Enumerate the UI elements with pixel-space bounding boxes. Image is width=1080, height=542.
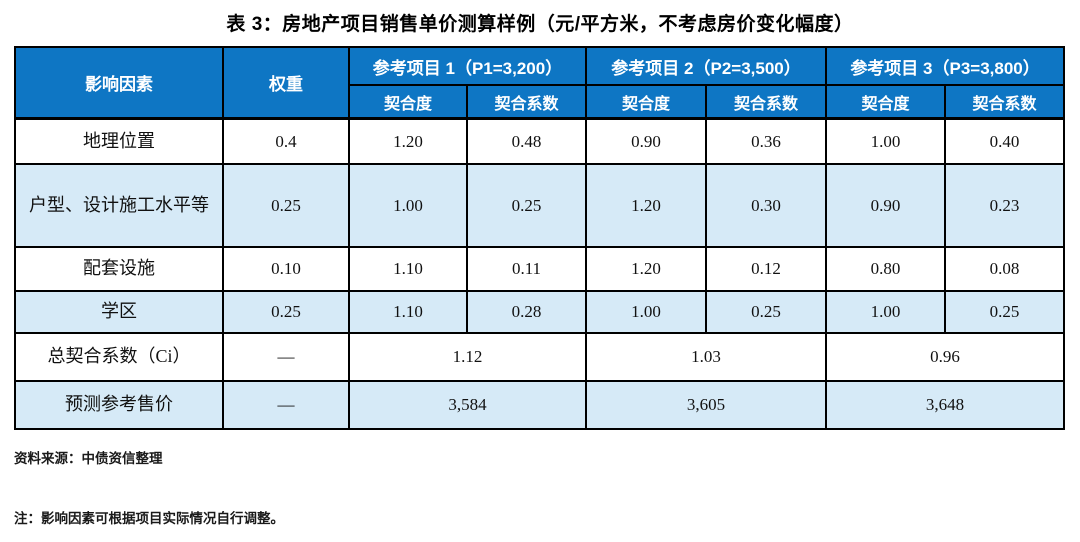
factor-cell: 学区 [14,290,224,334]
header-project-row: 影响因素 权重 参考项目 1（P1=3,200） 参考项目 2（P2=3,500… [14,46,1066,120]
value-cell: 1.20 [348,117,468,165]
header-p1-coef: 契合系数 [465,84,588,120]
value-cell: 1.20 [585,163,708,248]
value-cell: 0.48 [465,117,588,165]
row-total-coefficient: 总契合系数（Ci） — 1.12 1.03 0.96 [14,332,1066,382]
row-facilities: 配套设施 0.10 1.10 0.11 1.20 0.12 0.80 0.08 [14,246,1066,292]
value-cell: 1.00 [825,117,947,165]
weight-cell: 0.25 [222,163,350,248]
predicted-price-p2: 3,605 [585,380,828,430]
value-cell: 0.90 [825,163,947,248]
weight-cell: 0.25 [222,290,350,334]
value-cell: 0.08 [944,246,1066,292]
adjustment-note: 注：影响因素可根据项目实际情况自行调整。 [14,511,284,526]
value-cell: 0.80 [825,246,947,292]
value-cell: 1.00 [348,163,468,248]
header-p2-coef: 契合系数 [705,84,828,120]
table-title: 表 3：房地产项目销售单价测算样例（元/平方米，不考虑房价变化幅度） [226,14,854,35]
value-cell: 0.25 [705,290,828,334]
weight-cell: — [222,380,350,430]
value-cell: 1.00 [585,290,708,334]
total-coefficient-p3: 0.96 [825,332,1066,382]
factor-cell: 预测参考售价 [14,380,224,430]
total-coefficient-p2: 1.03 [585,332,828,382]
value-cell: 1.10 [348,290,468,334]
row-location: 地理位置 0.4 1.20 0.48 0.90 0.36 1.00 0.40 [14,117,1066,165]
value-cell: 0.25 [944,290,1066,334]
predicted-price-p3: 3,648 [825,380,1066,430]
factor-cell: 户型、设计施工水平等 [14,163,224,248]
value-cell: 1.20 [585,246,708,292]
header-project-2: 参考项目 2（P2=3,500） [585,46,828,86]
value-cell: 0.36 [705,117,828,165]
value-cell: 0.90 [585,117,708,165]
value-cell: 0.30 [705,163,828,248]
row-predicted-price: 预测参考售价 — 3,584 3,605 3,648 [14,380,1066,430]
row-design-construction: 户型、设计施工水平等 0.25 1.00 0.25 1.20 0.30 0.90… [14,163,1066,248]
factor-cell: 配套设施 [14,246,224,292]
value-cell: 1.00 [825,290,947,334]
value-cell: 0.25 [465,163,588,248]
factor-cell: 地理位置 [14,117,224,165]
factor-cell: 总契合系数（Ci） [14,332,224,382]
value-cell: 0.23 [944,163,1066,248]
header-project-3: 参考项目 3（P3=3,800） [825,46,1066,86]
value-cell: 1.10 [348,246,468,292]
predicted-price-p1: 3,584 [347,380,588,430]
source-note: 资料来源：中债资信整理 [14,451,163,466]
header-weight: 权重 [222,46,350,120]
weight-cell: 0.10 [222,246,350,292]
row-school-district: 学区 0.25 1.10 0.28 1.00 0.25 1.00 0.25 [14,290,1066,334]
value-cell: 0.11 [465,246,588,292]
value-cell: 0.28 [465,290,588,334]
table-body: 地理位置 0.4 1.20 0.48 0.90 0.36 1.00 0.40 户… [14,117,1066,430]
header-sub-row: 契合度 契合系数 契合度 契合系数 契合度 契合系数 [15,84,1066,120]
price-calculation-table: 影响因素 权重 参考项目 1（P1=3,200） 参考项目 2（P2=3,500… [14,46,1066,430]
header-p2-fit: 契合度 [585,84,708,120]
total-coefficient-p1: 1.12 [347,332,588,382]
value-cell: 0.40 [944,117,1066,165]
header-project-1: 参考项目 1（P1=3,200） [347,46,588,86]
header-p3-coef: 契合系数 [944,84,1066,120]
table-header: 影响因素 权重 参考项目 1（P1=3,200） 参考项目 2（P2=3,500… [14,46,1066,120]
header-p1-fit: 契合度 [348,84,468,120]
weight-cell: — [222,332,350,382]
header-factor: 影响因素 [14,46,224,120]
value-cell: 0.12 [705,246,828,292]
weight-cell: 0.4 [222,117,350,165]
header-p3-fit: 契合度 [825,84,947,120]
